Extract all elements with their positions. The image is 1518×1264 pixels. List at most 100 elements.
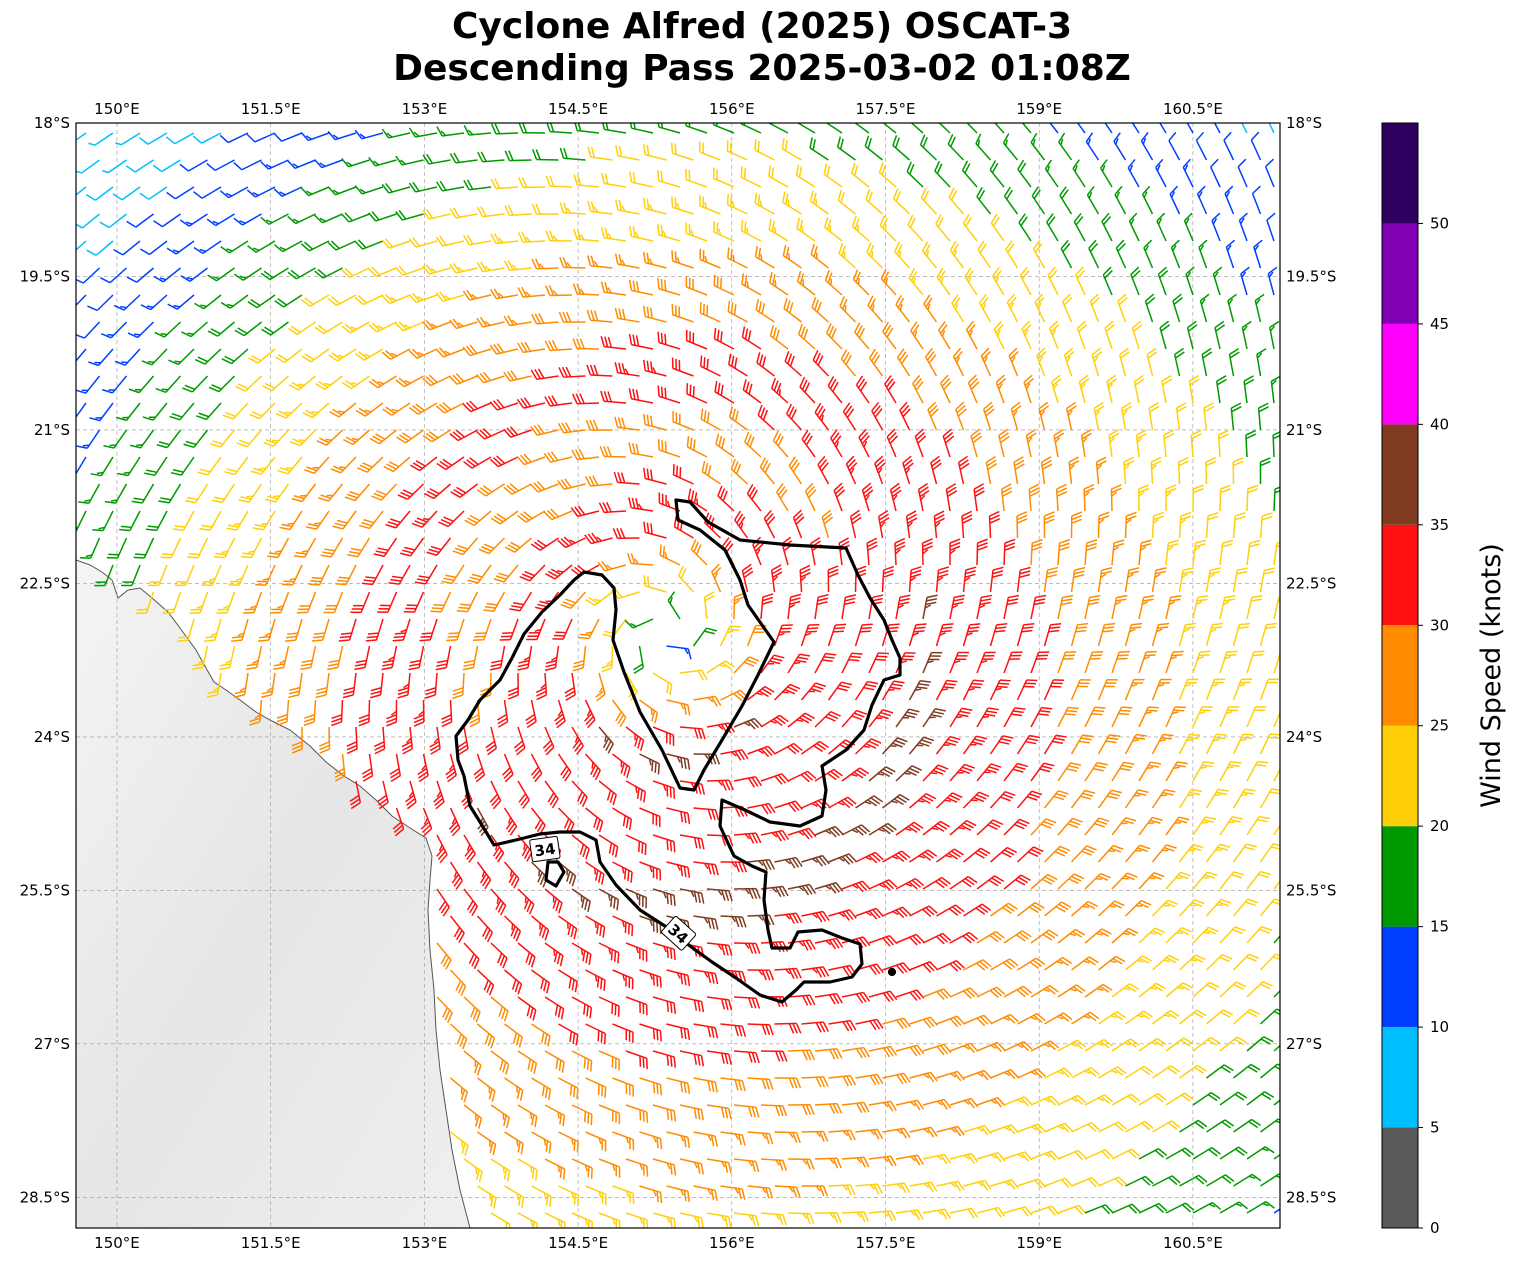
wind-barb-staff — [1120, 408, 1127, 431]
wind-barb — [908, 268, 924, 296]
wind-barb-feather — [469, 457, 479, 466]
wind-barb-staff — [149, 240, 168, 256]
wind-barb — [768, 123, 789, 134]
wind-barb-feather — [362, 462, 373, 468]
wind-barb-feather — [1142, 137, 1147, 145]
wind-barb-feather — [85, 193, 96, 201]
wind-barb-staff — [728, 363, 748, 377]
wind-barb-feather — [574, 449, 582, 460]
wind-barb-feather — [1268, 271, 1274, 278]
wind-barb-feather — [207, 330, 218, 337]
wind-barb — [657, 277, 681, 296]
wind-barb-feather — [219, 190, 230, 199]
wind-barb-feather — [614, 307, 619, 319]
wind-barb-feather — [395, 266, 404, 276]
wind-barb-feather — [1216, 733, 1228, 736]
wind-barb — [768, 218, 789, 242]
wind-barb-staff — [165, 375, 182, 393]
wind-barb-feather — [728, 406, 734, 418]
wind-barb-feather — [607, 336, 613, 348]
wind-barb-feather — [914, 688, 922, 691]
wind-barb — [1161, 374, 1173, 404]
wind-barb — [192, 132, 222, 144]
wind-barb-staff — [768, 175, 789, 188]
wind-barb-feather — [564, 422, 572, 433]
wind-barb-staff — [658, 449, 681, 458]
wind-barb — [600, 281, 627, 296]
wind-barb-staff — [685, 125, 708, 134]
wind-barb — [559, 147, 586, 161]
wind-barb-staff — [179, 402, 195, 421]
wind-barb-staff — [100, 456, 114, 477]
wind-barb-staff — [658, 341, 681, 350]
wind-barb-feather — [444, 350, 451, 355]
wind-barb-feather — [1244, 378, 1255, 386]
wind-barb-staff — [576, 293, 600, 296]
wind-barb — [851, 216, 870, 242]
wind-barb-feather — [1170, 239, 1180, 249]
wind-barb-staff — [964, 276, 978, 296]
wind-barb — [1210, 158, 1221, 188]
wind-barb-staff — [322, 267, 343, 279]
wind-barb-staff — [741, 283, 762, 296]
wind-barb-feather — [335, 582, 347, 586]
wind-barb-feather — [1096, 464, 1103, 470]
wind-barb-feather — [435, 236, 444, 247]
wind-barb-feather — [172, 249, 180, 253]
wind-barb-feather — [969, 377, 979, 387]
wind-barb-feather — [425, 432, 436, 441]
wind-barb-feather — [868, 348, 876, 359]
wind-barb — [1017, 159, 1032, 188]
wind-barb — [395, 375, 424, 388]
wind-barb-feather — [643, 251, 646, 263]
wind-barb — [1224, 185, 1235, 215]
wind-barb-staff — [395, 510, 411, 529]
wind-barb-feather — [517, 342, 524, 353]
wind-barb-staff — [188, 159, 208, 172]
wind-barb-feather — [1123, 460, 1135, 467]
wind-barb — [408, 127, 438, 138]
wind-barb-staff — [114, 483, 128, 504]
wind-barb-feather — [771, 167, 775, 179]
wind-barb-feather — [292, 438, 303, 444]
wind-barb-feather — [654, 762, 657, 773]
wind-barb-feather — [1172, 244, 1177, 252]
wind-barb-feather — [1260, 457, 1271, 463]
wind-barb-feather — [507, 315, 514, 326]
wind-barb-feather — [927, 401, 937, 411]
wind-barb-feather — [930, 408, 939, 417]
wind-barb-feather — [1189, 378, 1200, 386]
wind-barb-feather — [192, 135, 202, 144]
wind-barb-feather — [377, 381, 385, 385]
wind-barb — [517, 341, 546, 354]
wind-barb — [517, 510, 546, 523]
wind-barb-feather — [60, 251, 70, 256]
wind-barb — [395, 265, 424, 277]
wind-barb-feather — [885, 277, 888, 285]
wind-barb-staff — [1051, 381, 1059, 404]
wind-barb-staff — [992, 275, 1005, 296]
wind-barb-feather — [1038, 401, 1049, 410]
wind-barb — [343, 429, 370, 446]
wind-barb-feather — [874, 455, 884, 464]
wind-barb-feather — [188, 553, 200, 556]
wind-barb-feather — [884, 324, 892, 335]
wind-barb-staff — [923, 303, 938, 323]
wind-barb-feather — [1178, 460, 1189, 467]
wind-barb — [1217, 429, 1229, 458]
wind-barb-feather — [787, 199, 790, 207]
wind-barb-feather — [200, 304, 207, 308]
wind-barb-feather — [783, 298, 788, 309]
wind-barb — [1076, 320, 1088, 350]
wind-barb-feather — [129, 444, 141, 449]
wind-barb-staff — [1123, 462, 1127, 485]
wind-barb — [236, 429, 263, 448]
wind-barb-feather — [985, 408, 995, 417]
wind-barb-feather — [466, 179, 474, 190]
wind-barb — [1008, 347, 1019, 377]
wind-barb — [1002, 133, 1019, 161]
wind-barb-feather — [819, 459, 828, 469]
wind-barb-staff — [976, 196, 992, 215]
wind-barb — [1205, 457, 1217, 485]
wind-barb-staff — [1169, 193, 1181, 215]
